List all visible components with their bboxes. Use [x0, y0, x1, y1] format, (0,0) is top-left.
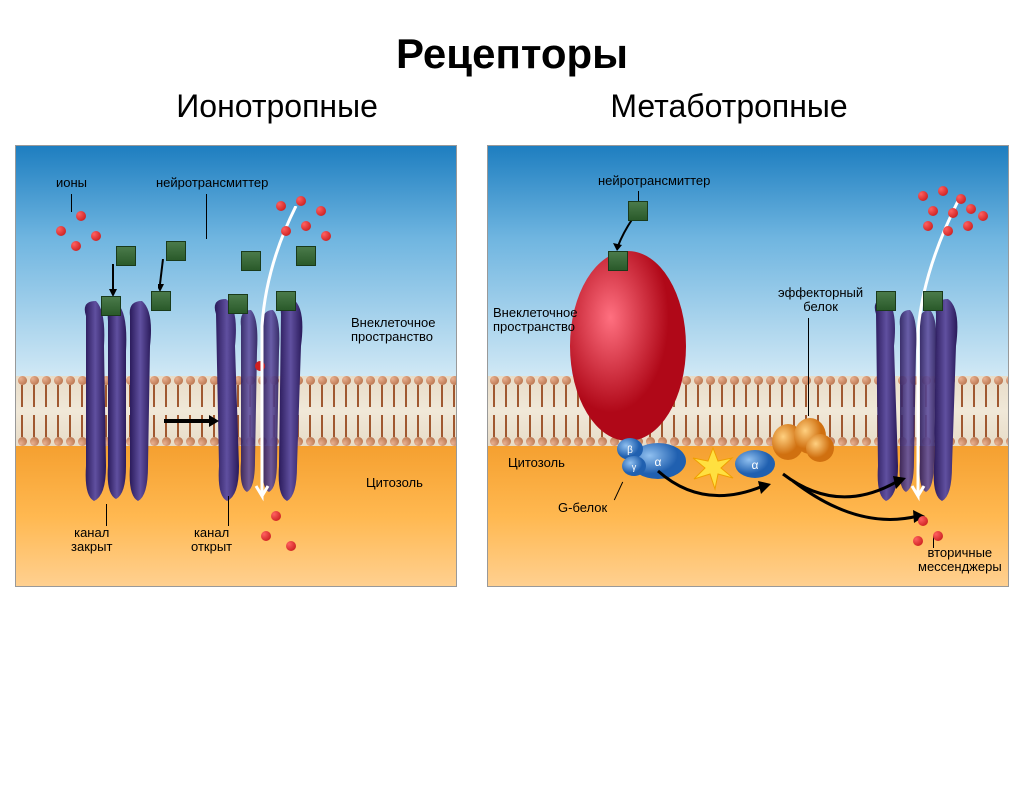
label-channel-closed: канал закрыт — [71, 526, 112, 555]
line-closed — [106, 504, 107, 526]
line-open — [228, 496, 229, 526]
neurotransmitter-square — [923, 291, 943, 311]
ion-dot — [933, 531, 943, 541]
ion-dot — [301, 221, 311, 231]
ion-dot — [948, 208, 958, 218]
label-extracellular-right: Внеклеточное пространство — [493, 306, 577, 335]
ion-dot — [261, 531, 271, 541]
label-neurotransmitter-right: нейротрансмиттер — [598, 174, 710, 188]
neurotransmitter-square — [608, 251, 628, 271]
nt-bind-arrow — [613, 218, 643, 253]
ion-dot — [956, 194, 966, 204]
line-effector — [808, 318, 809, 416]
ion-dot — [928, 206, 938, 216]
neurotransmitter-square — [228, 294, 248, 314]
neurotransmitter-square — [628, 201, 648, 221]
neurotransmitter-square — [151, 291, 171, 311]
panel-ionotropic: ионы нейротрансмиттер Внеклеточное прост… — [15, 145, 457, 587]
nt-arrow-2 — [158, 259, 178, 294]
neurotransmitter-square — [296, 246, 316, 266]
neurotransmitter-square — [276, 291, 296, 311]
label-cytosol-right: Цитозоль — [508, 456, 565, 470]
ion-flow-arrow-r — [903, 201, 973, 521]
label-neurotransmitter-left: нейротрансмиттер — [156, 176, 268, 190]
transition-arrow — [164, 411, 219, 431]
ion-dot — [963, 221, 973, 231]
panels-container: ионы нейротрансмиттер Внеклеточное прост… — [0, 145, 1024, 587]
subtitle-right: Метаботропные — [610, 88, 847, 125]
svg-text:β: β — [627, 445, 633, 456]
subtitles-row: Ионотропные Метаботропные — [0, 88, 1024, 125]
neurotransmitter-square — [876, 291, 896, 311]
ion-dot — [978, 211, 988, 221]
ion-dot — [316, 206, 326, 216]
nt-arrow-1 — [108, 264, 128, 299]
ion-dot — [918, 516, 928, 526]
svg-text:γ: γ — [632, 462, 637, 472]
ion-dot — [321, 231, 331, 241]
label-extracellular-left: Внеклеточное пространство — [351, 316, 435, 345]
subtitle-left: Ионотропные — [176, 88, 378, 125]
ion-dot — [966, 204, 976, 214]
label-cytosol-left: Цитозоль — [366, 476, 423, 490]
signal-arrow-3 — [788, 476, 928, 536]
ion-dot — [56, 226, 66, 236]
label-g-protein: G-белок — [558, 501, 607, 515]
ion-dot — [918, 191, 928, 201]
ion-dot — [938, 186, 948, 196]
label-ions: ионы — [56, 176, 87, 190]
neurotransmitter-square — [101, 296, 121, 316]
line-ions — [71, 194, 72, 212]
neurotransmitter-square — [241, 251, 261, 271]
channel-closed — [76, 296, 136, 506]
ion-dot — [943, 226, 953, 236]
ion-dot — [286, 541, 296, 551]
label-channel-open: канал открыт — [191, 526, 232, 555]
panel-metabotropic: α β γ α — [487, 145, 1009, 587]
ion-dot — [71, 241, 81, 251]
ion-dot — [76, 211, 86, 221]
neurotransmitter-square — [116, 246, 136, 266]
label-secondary-messengers: вторичные мессенджеры — [918, 546, 1002, 575]
main-title: Рецепторы — [0, 30, 1024, 78]
label-effector: эффекторный белок — [778, 286, 863, 315]
ion-dot — [271, 511, 281, 521]
ion-dot — [281, 226, 291, 236]
ion-dot — [276, 201, 286, 211]
ion-dot — [913, 536, 923, 546]
ion-dot — [296, 196, 306, 206]
ion-dot — [91, 231, 101, 241]
neurotransmitter-square — [166, 241, 186, 261]
gpcr-receptor — [563, 246, 693, 461]
signal-arrow-1 — [653, 466, 773, 516]
line-nt-left — [206, 194, 207, 239]
effector-protein — [768, 414, 838, 469]
ion-dot — [923, 221, 933, 231]
